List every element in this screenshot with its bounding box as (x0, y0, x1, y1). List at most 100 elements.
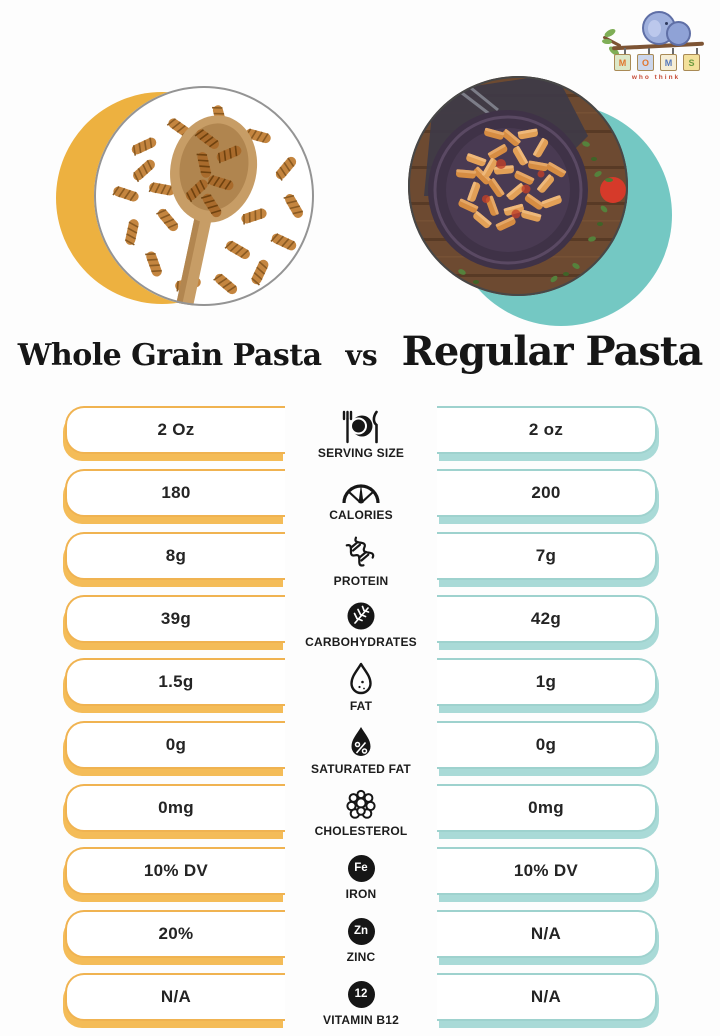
metric-label: ZINC (346, 949, 376, 964)
hero-images (0, 0, 720, 330)
regular-value: 42g (530, 609, 562, 628)
whole-grain-value: 8g (165, 546, 187, 565)
regular-value: 10% DV (513, 861, 579, 880)
whole-grain-value-pill: 0mg (65, 784, 285, 832)
regular-value-pill: N/A (437, 973, 657, 1021)
regular-value: 200 (531, 483, 561, 502)
table-row: 180 CALORIES 200 (65, 469, 657, 532)
block-string (672, 48, 674, 55)
metric-label: VITAMIN B12 (323, 1012, 399, 1027)
regular-value: N/A (530, 924, 562, 943)
whole-grain-value-pill: 1.5g (65, 658, 285, 706)
table-row: 0g SATURATED FAT 0g (65, 721, 657, 784)
logo-letter: M (614, 54, 631, 71)
bird-wing (648, 20, 661, 37)
metric-label: CHOLESTEROL (314, 824, 408, 838)
metric-cell: CHOLESTEROL (285, 784, 437, 842)
bird-eye (665, 22, 668, 25)
logo-tagline: who think (631, 74, 681, 81)
serving-size-icon (339, 410, 383, 444)
metric-label: SERVING SIZE (317, 446, 405, 460)
table-row: 20% Zn ZINC N/A (65, 910, 657, 973)
zinc-symbol: Zn (353, 925, 369, 937)
metric-cell: SATURATED FAT (285, 721, 437, 779)
regular-value: 7g (535, 546, 557, 565)
regular-value-pill: 10% DV (437, 847, 657, 895)
comparison-table: 2 Oz SERVING SIZE 2 o (65, 406, 657, 1036)
whole-grain-value: 2 Oz (157, 420, 195, 439)
metric-cell: Fe IRON (285, 847, 437, 905)
whole-grain-value-pill: 20% (65, 910, 285, 958)
calories-icon (339, 474, 383, 506)
regular-value-pill: 1g (437, 658, 657, 706)
whole-grain-value-pill: 10% DV (65, 847, 285, 895)
logo-letter: S (683, 54, 700, 71)
logo-letter: M (660, 54, 677, 71)
table-row: 8g PROTEIN (65, 532, 657, 595)
metric-cell: CALORIES (285, 469, 437, 527)
whole-grain-value-pill: 0g (65, 721, 285, 769)
block-string (696, 48, 698, 55)
page-title: Whole Grain Pasta vs Regular Pasta (0, 328, 720, 375)
iron-symbol: Fe (354, 862, 368, 874)
metric-cell: PROTEIN (285, 532, 437, 590)
table-row: 1.5g FAT 1g (65, 658, 657, 721)
table-row: N/A 12 VITAMIN B12 N/A (65, 973, 657, 1036)
bird-icon (666, 21, 691, 46)
regular-value: 0mg (528, 798, 564, 817)
regular-value: 2 oz (528, 420, 564, 439)
regular-value-pill: 42g (437, 595, 657, 643)
whole-grain-value: 39g (160, 609, 192, 628)
table-row: 0mg (65, 784, 657, 847)
regular-value-pill: 2 oz (437, 406, 657, 454)
regular-value-pill: 7g (437, 532, 657, 580)
metric-label: CALORIES (329, 508, 393, 522)
whole-grain-value: 20% (158, 924, 194, 943)
logo-letter: O (637, 54, 654, 71)
whole-grain-value: 1.5g (158, 672, 194, 691)
whole-grain-value: 10% DV (143, 861, 209, 880)
metric-label: SATURATED FAT (311, 762, 411, 776)
vitamin-b12-symbol: 12 (354, 988, 368, 1000)
table-row: 2 Oz SERVING SIZE 2 o (65, 406, 657, 469)
whole-grain-value-pill: 39g (65, 595, 285, 643)
whole-grain-value-pill: N/A (65, 973, 285, 1021)
metric-cell: CARBOHYDRATES (285, 595, 437, 653)
block-string (624, 48, 626, 55)
zinc-icon: Zn (347, 917, 375, 945)
moms-who-think-logo: M O M S who think (601, 6, 712, 92)
table-row: 10% DV Fe IRON 10% DV (65, 847, 657, 910)
whole-grain-pasta-photo (92, 84, 316, 308)
saturated-fat-icon (344, 724, 378, 760)
whole-grain-value: N/A (160, 987, 192, 1006)
fat-icon (344, 661, 378, 697)
carbohydrates-icon (344, 599, 378, 633)
regular-value: N/A (530, 987, 562, 1006)
whole-grain-value: 0mg (158, 798, 194, 817)
metric-label: FAT (349, 699, 373, 713)
protein-icon (342, 534, 380, 572)
whole-grain-value-pill: 2 Oz (65, 406, 285, 454)
whole-grain-value: 180 (161, 483, 191, 502)
metric-cell: FAT (285, 658, 437, 716)
whole-grain-title: Whole Grain Pasta (17, 338, 322, 373)
whole-grain-value: 0g (165, 735, 187, 754)
cholesterol-icon (342, 788, 380, 822)
whole-grain-value-pill: 8g (65, 532, 285, 580)
vitamin-b12-icon: 12 (347, 980, 375, 1008)
whole-grain-value-pill: 180 (65, 469, 285, 517)
iron-icon: Fe (347, 854, 375, 882)
regular-value-pill: N/A (437, 910, 657, 958)
metric-cell: 12 VITAMIN B12 (285, 973, 437, 1031)
block-string (648, 48, 650, 55)
regular-value: 0g (535, 735, 557, 754)
table-row: 39g CARBOHYDRATES (65, 595, 657, 658)
metric-cell: Zn ZINC (285, 910, 437, 968)
metric-label: CARBOHYDRATES (305, 635, 417, 649)
metric-label: PROTEIN (333, 574, 389, 588)
regular-value-pill: 200 (437, 469, 657, 517)
regular-title: Regular Pasta (401, 328, 704, 375)
metric-label: IRON (345, 886, 377, 901)
regular-value-pill: 0mg (437, 784, 657, 832)
